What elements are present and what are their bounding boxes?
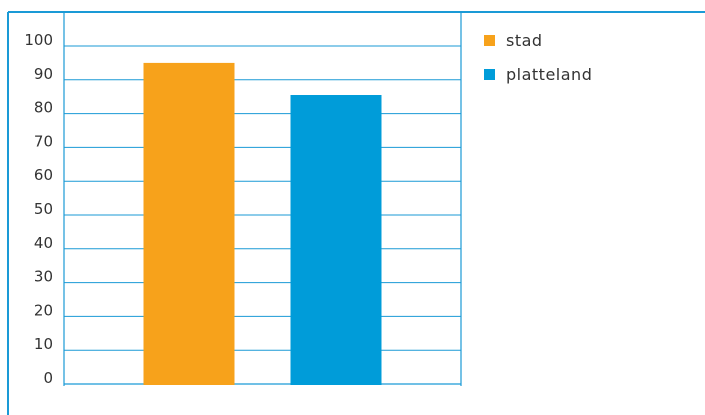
y-axis-tick-labels: 0 10 20 30 40 50 60 70 80 90 100 [24, 31, 53, 387]
legend-swatch-stad [484, 35, 495, 46]
y-tick-label-0: 0 [43, 369, 53, 387]
legend-swatch-platteland [484, 69, 495, 80]
y-tick-label-20: 20 [34, 301, 53, 319]
plot-area: 0 10 20 30 40 50 60 70 80 90 100 [24, 12, 462, 387]
y-tick-label-80: 80 [34, 99, 53, 117]
y-tick-label-70: 70 [34, 132, 53, 150]
legend-label-platteland: platteland [506, 65, 592, 84]
bars [143, 62, 382, 386]
y-tick-label-40: 40 [34, 234, 53, 252]
y-tick-label-30: 30 [34, 268, 53, 286]
legend: stad platteland [484, 31, 592, 84]
bar-platteland [290, 95, 382, 385]
y-tick-label-100: 100 [24, 31, 53, 49]
y-tick-label-50: 50 [34, 200, 53, 218]
gridlines [64, 45, 461, 385]
bar-stad [143, 62, 235, 386]
legend-label-stad: stad [506, 31, 543, 50]
y-tick-label-60: 60 [34, 166, 53, 184]
y-tick-label-90: 90 [34, 65, 53, 83]
y-tick-label-10: 10 [34, 335, 53, 353]
